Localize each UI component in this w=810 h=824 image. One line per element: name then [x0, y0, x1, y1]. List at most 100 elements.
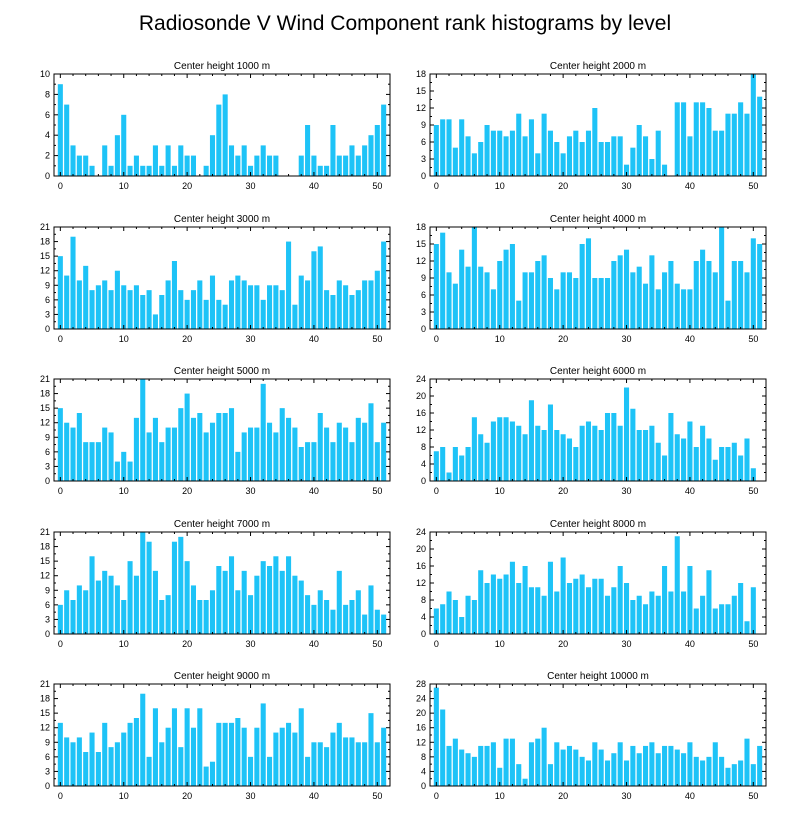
- x-tick-label: 10: [119, 334, 129, 344]
- bar: [114, 135, 120, 176]
- bar: [566, 583, 573, 634]
- bar: [712, 608, 718, 634]
- bar: [706, 261, 712, 329]
- bar: [579, 142, 585, 176]
- bar: [222, 413, 228, 481]
- bar: [133, 155, 139, 176]
- y-tick-label: 12: [416, 256, 426, 266]
- bar: [573, 130, 579, 176]
- x-tick-label: 40: [685, 181, 695, 191]
- bar: [203, 766, 209, 786]
- y-tick-label: 9: [45, 737, 50, 747]
- y-tick-label: 4: [421, 766, 426, 776]
- bar: [509, 421, 515, 481]
- bar: [267, 285, 273, 329]
- bar: [478, 142, 484, 176]
- bar: [554, 142, 560, 176]
- bar: [235, 275, 241, 329]
- bar: [241, 727, 247, 786]
- y-tick-label: 6: [45, 752, 50, 762]
- bar: [159, 442, 165, 481]
- bar: [459, 119, 465, 176]
- bar: [465, 136, 471, 176]
- chart-panel-5: Center height 6000 m 0 4 8 12 16 20 24 0 10 20 30 40…: [416, 366, 767, 496]
- y-tick-label: 20: [416, 391, 426, 401]
- bar: [133, 575, 139, 634]
- bar: [446, 272, 452, 329]
- bar: [579, 574, 585, 634]
- bar: [298, 708, 304, 786]
- bar: [598, 749, 604, 786]
- bar: [598, 142, 604, 176]
- x-tick-label: 20: [558, 639, 568, 649]
- y-tick-label: 3: [45, 766, 50, 776]
- bar: [700, 760, 706, 786]
- bar: [140, 165, 146, 176]
- y-tick-label: 9: [45, 585, 50, 595]
- x-tick-label: 50: [748, 181, 758, 191]
- chart-panel-6: Center height 7000 m 0 3 6 9 12 15 18 21 0 10 20 30 4…: [40, 519, 391, 649]
- bar: [228, 280, 235, 329]
- bar: [700, 102, 706, 176]
- bar: [305, 442, 311, 481]
- bar: [757, 244, 763, 329]
- bar: [216, 104, 222, 176]
- y-tick-label: 15: [416, 239, 426, 249]
- bar: [668, 745, 674, 786]
- bar: [433, 244, 439, 329]
- bar: [95, 285, 101, 329]
- bar: [317, 742, 323, 786]
- x-tick-label: 0: [58, 791, 63, 801]
- bar: [522, 272, 528, 329]
- bar: [668, 413, 674, 481]
- bar: [184, 299, 190, 329]
- y-tick-label: 16: [416, 561, 426, 571]
- bar: [535, 738, 541, 786]
- x-tick-label: 50: [748, 791, 758, 801]
- bar: [598, 278, 604, 329]
- bar: [216, 413, 222, 481]
- bar: [440, 604, 446, 634]
- bar: [471, 153, 477, 176]
- bar: [121, 451, 127, 481]
- bar: [440, 232, 446, 329]
- y-tick-label: 3: [45, 461, 50, 471]
- bar: [222, 722, 228, 786]
- bar: [381, 241, 387, 329]
- bar: [222, 304, 228, 329]
- y-tick-label: 6: [45, 295, 50, 305]
- y-tick-label: 15: [40, 403, 50, 413]
- bar: [535, 425, 541, 481]
- bar: [503, 136, 509, 176]
- y-tick-label: 4: [45, 130, 50, 140]
- panel-title: Center height 5000 m: [174, 366, 270, 377]
- bar: [611, 261, 617, 329]
- bar: [459, 617, 465, 634]
- bar: [547, 278, 553, 329]
- chart-panel-9: Center height 10000 m 0 4 8 12 16 20 24 28 0 10 20 3…: [416, 671, 767, 801]
- bar: [592, 578, 598, 634]
- bar: [64, 737, 70, 786]
- bar: [497, 578, 503, 634]
- bar: [83, 752, 89, 786]
- bar: [298, 447, 304, 481]
- bar: [617, 255, 623, 329]
- x-tick-label: 50: [372, 181, 382, 191]
- bar: [516, 425, 522, 481]
- bar: [83, 442, 89, 481]
- bar: [57, 84, 63, 176]
- bar: [286, 722, 292, 786]
- bar: [108, 575, 114, 634]
- x-tick-label: 0: [434, 791, 439, 801]
- x-tick-label: 10: [119, 181, 129, 191]
- bar: [560, 153, 566, 176]
- bar: [171, 427, 177, 481]
- panel-title: Center height 9000 m: [174, 671, 270, 682]
- bar: [573, 278, 579, 329]
- bar: [573, 447, 579, 481]
- bar: [604, 760, 611, 786]
- y-tick-label: 3: [421, 307, 426, 317]
- bar: [738, 583, 744, 634]
- bar: [381, 614, 387, 634]
- bar: [209, 422, 216, 481]
